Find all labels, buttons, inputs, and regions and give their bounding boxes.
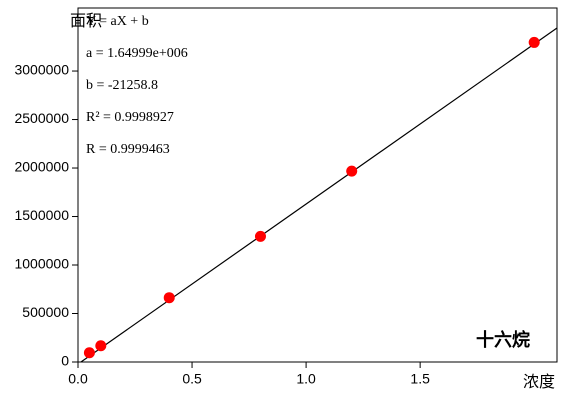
annotation: Y = aX + b: [86, 14, 149, 29]
y-tick-label: 1500000: [14, 207, 69, 223]
annotation: b = -21258.8: [86, 78, 158, 93]
annotation: a = 1.64999e+006: [86, 46, 188, 61]
data-point: [163, 292, 175, 304]
y-tick-label: 1000000: [14, 256, 69, 272]
x-axis-label: 浓度: [523, 373, 555, 391]
chart-title: 十六烷: [476, 329, 530, 350]
x-tick-label: 1.0: [296, 371, 316, 387]
y-tick-label: 2500000: [14, 110, 69, 126]
y-tick-label: 2000000: [14, 159, 69, 175]
data-point: [254, 230, 266, 242]
annotation: R = 0.9999463: [86, 142, 170, 157]
annotation: R² = 0.9998927: [86, 110, 174, 125]
y-tick-label: 0: [61, 353, 69, 369]
x-tick-label: 1.5: [410, 371, 430, 387]
y-axis-label: 面积: [70, 12, 102, 30]
x-tick-label: 0.5: [182, 371, 202, 387]
y-tick-label: 3000000: [14, 62, 69, 78]
data-point: [95, 340, 107, 352]
fit-line: [80, 27, 558, 363]
y-tick-label: 500000: [22, 304, 69, 320]
data-point: [528, 36, 540, 48]
data-point: [346, 165, 358, 177]
x-tick-label: 0.0: [68, 371, 88, 387]
data-point: [83, 347, 95, 359]
plot-frame: [77, 7, 558, 363]
